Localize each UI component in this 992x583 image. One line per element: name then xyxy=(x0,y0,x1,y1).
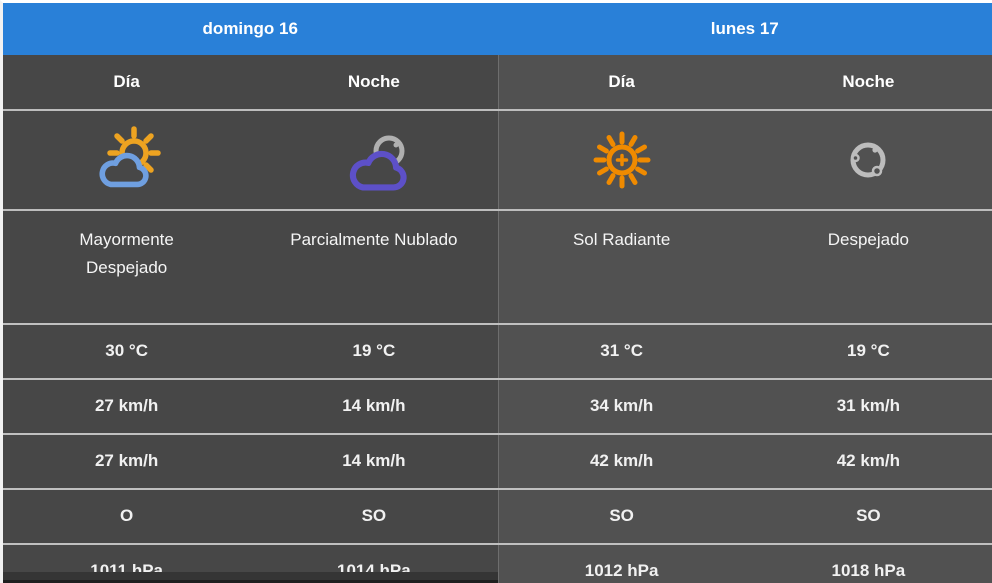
wind-gust-value: 42 km/h xyxy=(497,435,745,488)
wind-direction-value: O xyxy=(3,490,251,543)
period-header-d1-day: Día xyxy=(3,55,251,109)
pressure-value: 1018 hPa xyxy=(744,545,992,583)
temperature-value: 19 °C xyxy=(250,325,498,378)
day-tab-domingo[interactable]: domingo 16 xyxy=(3,3,498,55)
condition-d2-day: Sol Radiante xyxy=(497,211,745,323)
wind-gust-row: 27 km/h 14 km/h 42 km/h 42 km/h xyxy=(3,433,992,488)
wind-direction-row: O SO SO SO xyxy=(3,488,992,543)
pressure-value: 1012 hPa xyxy=(497,545,745,583)
weather-icon-row xyxy=(3,109,992,209)
wind-direction-value: SO xyxy=(250,490,498,543)
period-header-d1-night: Noche xyxy=(250,55,498,109)
temperature-row: 30 °C 19 °C 31 °C 19 °C xyxy=(3,323,992,378)
wind-gust-value: 27 km/h xyxy=(3,435,251,488)
wind-speed-value: 31 km/h xyxy=(744,380,992,433)
wind-direction-value: SO xyxy=(497,490,745,543)
period-header-d2-night: Noche xyxy=(744,55,992,109)
cloud-moon-icon xyxy=(337,123,411,197)
cropped-next-row-strip xyxy=(3,572,498,583)
wind-speed-row: 27 km/h 14 km/h 34 km/h 31 km/h xyxy=(3,378,992,433)
radiant-sun-icon xyxy=(585,123,659,197)
condition-d1-night: Parcialmente Nublado xyxy=(250,211,498,323)
period-header-row: Día Noche Día Noche xyxy=(3,55,992,109)
wind-gust-value: 14 km/h xyxy=(250,435,498,488)
wind-direction-value: SO xyxy=(744,490,992,543)
wind-gust-value: 42 km/h xyxy=(744,435,992,488)
moon-icon xyxy=(831,123,905,197)
condition-row: Mayormente Despejado Parcialmente Nublad… xyxy=(3,209,992,323)
day-tab-lunes[interactable]: lunes 17 xyxy=(497,3,992,55)
sun-behind-cloud-icon xyxy=(90,123,164,197)
temperature-value: 19 °C xyxy=(744,325,992,378)
condition-d1-day: Mayormente Despejado xyxy=(3,211,251,323)
period-header-d2-day: Día xyxy=(497,55,745,109)
temperature-value: 30 °C xyxy=(3,325,251,378)
condition-d2-night: Despejado xyxy=(744,211,992,323)
day-header-row: domingo 16 lunes 17 xyxy=(3,3,992,55)
wind-speed-value: 14 km/h xyxy=(250,380,498,433)
wind-speed-value: 34 km/h xyxy=(497,380,745,433)
wind-speed-value: 27 km/h xyxy=(3,380,251,433)
temperature-value: 31 °C xyxy=(497,325,745,378)
